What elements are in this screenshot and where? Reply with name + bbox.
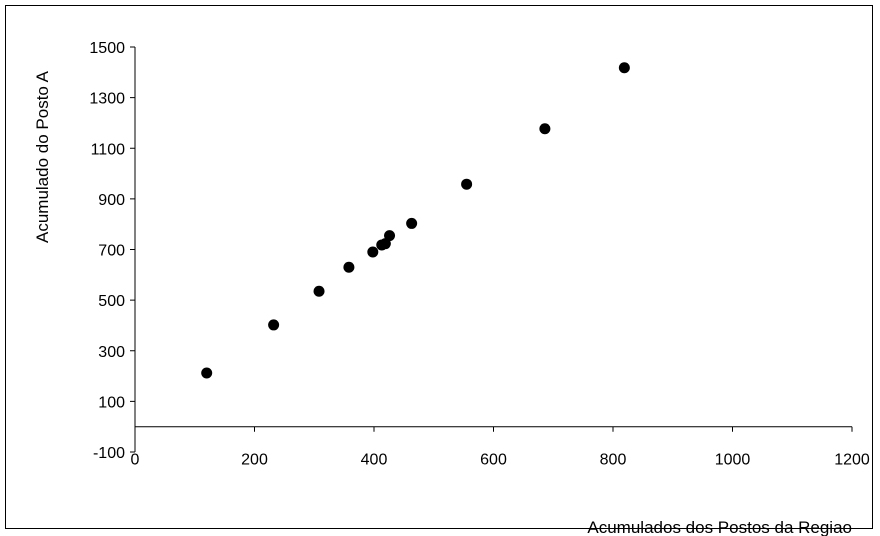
y-tick-label: 1500 [89,40,125,57]
axes: -100 100 300 500 700 900 1100 1300 1500 0 200 400 60… [89,40,869,469]
data-point [201,367,213,379]
chart-frame [5,5,873,529]
y-tick-label: 500 [98,293,125,310]
y-tick-label: 300 [98,344,125,361]
y-axis-title: Acumulado do Posto A [33,70,52,243]
data-points [201,62,630,379]
x-tick-label: 400 [361,452,388,469]
data-point [618,62,630,74]
data-point [384,230,396,242]
y-tick-label: 100 [98,394,125,411]
data-point [343,261,355,273]
x-tick-label: 800 [600,452,627,469]
y-tick-label: 1100 [91,141,126,158]
data-point [406,217,418,229]
y-tick-label: 1300 [89,91,125,108]
x-tick-label: 600 [480,452,507,469]
y-tick-label: 700 [98,243,125,260]
data-point [379,238,391,250]
x-axis-title: Acumulados dos Postos da Regiao [587,518,852,536]
data-point [367,246,379,258]
data-point [461,178,473,190]
y-tick-label: 900 [98,192,125,209]
x-tick-label: 0 [131,452,140,469]
y-tick-label: -100 [93,445,125,462]
x-tick-label: 200 [241,452,268,469]
data-point [539,123,551,135]
data-point [268,319,280,331]
x-tick-label: 1200 [834,452,870,469]
data-point [313,285,325,297]
x-tick-label: 1000 [715,452,751,469]
